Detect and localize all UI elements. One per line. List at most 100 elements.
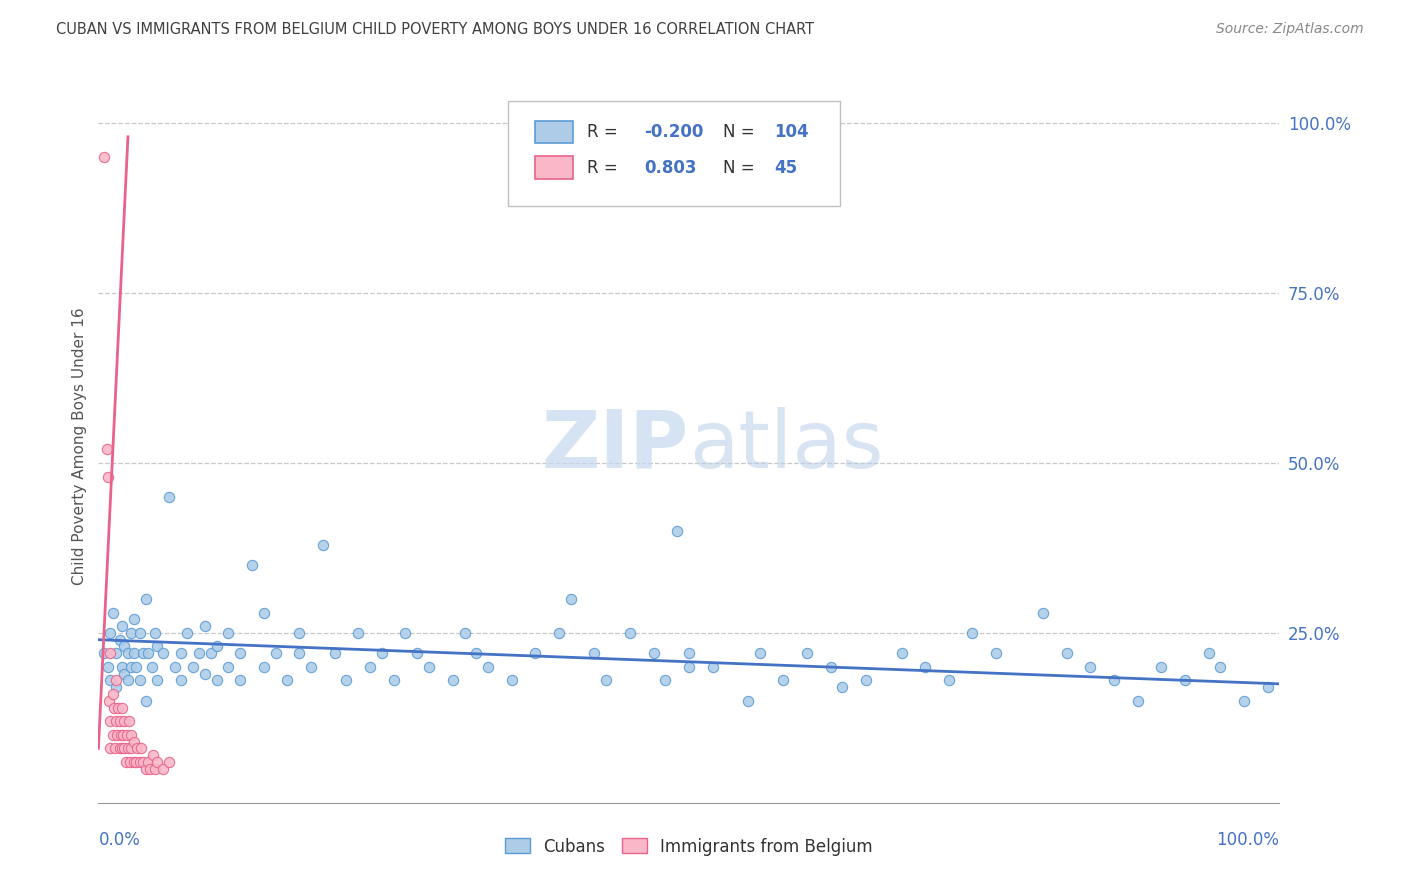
Point	[125, 660, 148, 674]
Point	[323, 646, 346, 660]
Point	[240, 558, 263, 572]
Point	[229, 673, 252, 688]
Point	[139, 762, 162, 776]
Point	[98, 673, 121, 688]
Point	[1032, 606, 1054, 620]
Point	[1150, 660, 1173, 674]
Point	[205, 673, 228, 688]
Text: 0.803: 0.803	[644, 159, 696, 177]
Point	[288, 646, 311, 660]
Point	[146, 755, 169, 769]
Point	[121, 728, 143, 742]
Point	[194, 619, 217, 633]
Point	[157, 755, 180, 769]
Point	[98, 694, 121, 708]
Point	[117, 741, 139, 756]
Point	[962, 626, 984, 640]
Text: 45: 45	[773, 159, 797, 177]
Point	[143, 762, 166, 776]
Bar	[536, 156, 574, 179]
Point	[118, 714, 141, 729]
Point	[93, 150, 115, 164]
Point	[347, 626, 370, 640]
Point	[132, 646, 155, 660]
Point	[101, 606, 124, 620]
Point	[181, 660, 204, 674]
Text: 104: 104	[773, 123, 808, 141]
Point	[666, 524, 689, 538]
Point	[105, 728, 128, 742]
Point	[205, 640, 228, 654]
Point	[984, 646, 1007, 660]
Point	[914, 660, 936, 674]
Point	[288, 626, 311, 640]
Point	[524, 646, 547, 660]
Point	[157, 490, 180, 504]
Point	[122, 734, 145, 748]
Point	[200, 646, 222, 660]
Point	[121, 660, 143, 674]
Point	[112, 640, 135, 654]
Point	[170, 673, 193, 688]
Text: 100.0%: 100.0%	[1216, 831, 1279, 849]
Point	[104, 741, 127, 756]
Point	[595, 673, 617, 688]
Point	[1233, 694, 1256, 708]
Point	[122, 755, 145, 769]
Text: CUBAN VS IMMIGRANTS FROM BELGIUM CHILD POVERTY AMONG BOYS UNDER 16 CORRELATION C: CUBAN VS IMMIGRANTS FROM BELGIUM CHILD P…	[56, 22, 814, 37]
Point	[229, 646, 252, 660]
Point	[1209, 660, 1232, 674]
Point	[152, 646, 174, 660]
Point	[136, 646, 159, 660]
FancyBboxPatch shape	[508, 102, 841, 205]
Point	[129, 741, 152, 756]
Point	[418, 660, 440, 674]
Point	[146, 640, 169, 654]
Point	[97, 469, 120, 483]
Point	[253, 660, 276, 674]
Point	[477, 660, 499, 674]
Point	[371, 646, 394, 660]
Point	[108, 632, 131, 647]
Point	[276, 673, 298, 688]
Text: 0.0%: 0.0%	[98, 831, 141, 849]
Text: -0.200: -0.200	[644, 123, 703, 141]
Point	[98, 646, 121, 660]
Point	[115, 728, 138, 742]
Point	[406, 646, 429, 660]
Text: R =: R =	[588, 123, 619, 141]
Point	[176, 626, 198, 640]
Bar	[536, 120, 574, 144]
Point	[146, 673, 169, 688]
Point	[128, 755, 150, 769]
Text: N =: N =	[723, 123, 755, 141]
Point	[938, 673, 960, 688]
Point	[187, 646, 209, 660]
Point	[111, 741, 134, 756]
Point	[465, 646, 488, 660]
Point	[120, 755, 142, 769]
Point	[359, 660, 381, 674]
Point	[105, 646, 128, 660]
Point	[583, 646, 606, 660]
Point	[128, 673, 150, 688]
Legend: Cubans, Immigrants from Belgium: Cubans, Immigrants from Belgium	[498, 831, 880, 863]
Point	[105, 714, 128, 729]
Point	[97, 660, 120, 674]
Point	[112, 741, 135, 756]
Point	[152, 762, 174, 776]
Point	[98, 741, 121, 756]
Point	[831, 680, 853, 694]
Point	[264, 646, 287, 660]
Point	[127, 741, 149, 756]
Point	[748, 646, 770, 660]
Point	[855, 673, 877, 688]
Point	[643, 646, 665, 660]
Point	[772, 673, 794, 688]
Point	[194, 666, 217, 681]
Point	[1080, 660, 1102, 674]
Point	[619, 626, 641, 640]
Point	[141, 660, 163, 674]
Point	[142, 748, 165, 763]
Point	[1126, 694, 1149, 708]
